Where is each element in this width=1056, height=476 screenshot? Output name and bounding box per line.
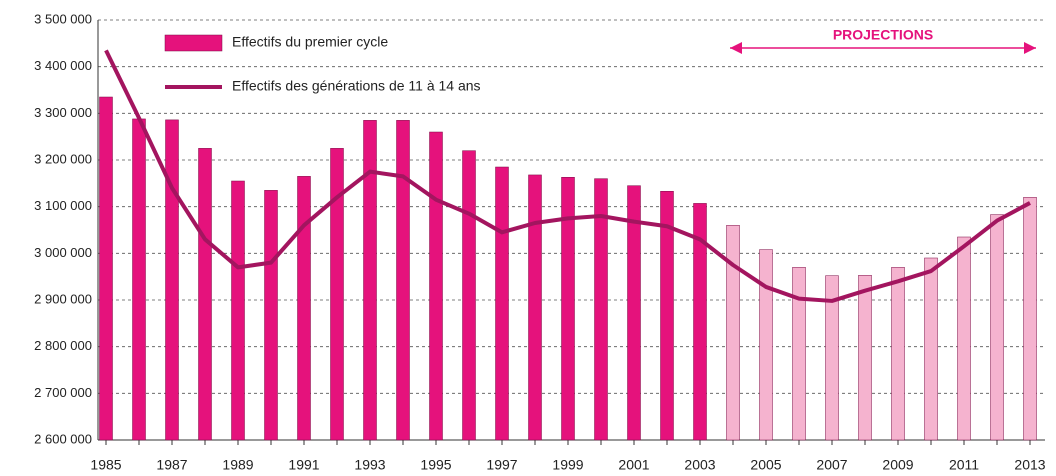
bar bbox=[165, 119, 179, 441]
bar bbox=[363, 120, 377, 441]
x-tick-label: 2003 bbox=[684, 457, 715, 473]
y-tick-label: 3 500 000 bbox=[34, 11, 92, 26]
y-tick-label: 2 700 000 bbox=[34, 385, 92, 400]
x-tick-label: 1997 bbox=[486, 457, 517, 473]
legend-label: Effectifs des générations de 11 à 14 ans bbox=[232, 78, 481, 94]
x-tick-label: 2009 bbox=[882, 457, 913, 473]
y-tick-label: 2 900 000 bbox=[34, 291, 92, 306]
bar bbox=[660, 191, 674, 441]
bar bbox=[858, 275, 872, 441]
annotation: PROJECTIONS bbox=[833, 27, 933, 43]
bar bbox=[693, 203, 707, 441]
x-tick-label: 2001 bbox=[618, 457, 649, 473]
x-tick-label: 1995 bbox=[420, 457, 451, 473]
bar bbox=[528, 174, 542, 441]
bar bbox=[924, 257, 938, 441]
bar bbox=[132, 118, 146, 441]
bar bbox=[330, 148, 344, 441]
legend-label: Effectifs du premier cycle bbox=[232, 34, 388, 50]
bar bbox=[462, 150, 476, 441]
bar bbox=[726, 225, 740, 441]
bar bbox=[792, 267, 806, 441]
bar bbox=[1023, 197, 1037, 441]
x-tick-label: 1991 bbox=[288, 457, 319, 473]
bar bbox=[264, 190, 278, 441]
bar bbox=[495, 166, 509, 441]
bar bbox=[825, 275, 839, 441]
bar bbox=[627, 185, 641, 441]
bar bbox=[231, 180, 245, 441]
x-tick-label: 1999 bbox=[552, 457, 583, 473]
y-tick-label: 3 300 000 bbox=[34, 105, 92, 120]
y-tick-label: 3 000 000 bbox=[34, 245, 92, 260]
bar bbox=[99, 96, 113, 441]
bar bbox=[990, 214, 1004, 441]
x-tick-label: 2005 bbox=[750, 457, 781, 473]
y-tick-label: 2 800 000 bbox=[34, 338, 92, 353]
legend-swatch bbox=[164, 34, 223, 52]
x-tick-label: 1993 bbox=[354, 457, 385, 473]
x-tick-label: 1989 bbox=[222, 457, 253, 473]
x-tick-label: 2013 bbox=[1014, 457, 1045, 473]
x-tick-label: 2011 bbox=[949, 457, 979, 473]
bar bbox=[759, 249, 773, 441]
line bbox=[104, 49, 1031, 303]
x-tick-label: 1985 bbox=[90, 457, 121, 473]
y-tick-label: 3 200 000 bbox=[34, 151, 92, 166]
bar bbox=[594, 178, 608, 441]
bar bbox=[891, 267, 905, 441]
bar bbox=[561, 177, 575, 441]
x-tick-label: 1987 bbox=[156, 457, 187, 473]
y-tick-label: 2 600 000 bbox=[34, 431, 92, 446]
bar bbox=[957, 236, 971, 441]
bar bbox=[198, 148, 212, 441]
bar bbox=[429, 131, 443, 441]
x-tick-label: 2007 bbox=[816, 457, 847, 473]
bar bbox=[396, 120, 410, 441]
bar bbox=[297, 176, 311, 441]
y-tick-label: 3 100 000 bbox=[34, 198, 92, 213]
y-tick-label: 3 400 000 bbox=[34, 58, 92, 73]
